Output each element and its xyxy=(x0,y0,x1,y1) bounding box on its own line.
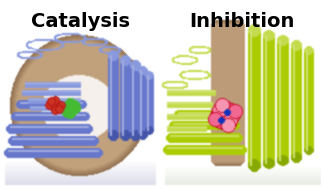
Text: Catalysis: Catalysis xyxy=(31,12,130,31)
Text: Inhibition: Inhibition xyxy=(189,12,294,31)
